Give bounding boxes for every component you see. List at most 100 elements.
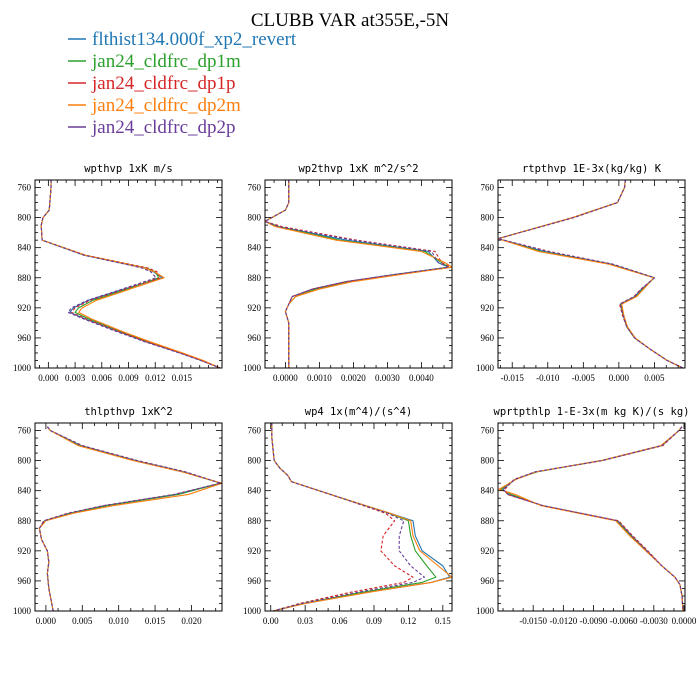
panel-title: wpthvp 1xK m/s — [84, 163, 173, 175]
series-line — [38, 426, 222, 611]
y-tick-label: 840 — [18, 243, 32, 253]
series-line — [38, 426, 222, 611]
plot-frame — [34, 422, 223, 612]
chart-panel: thlpthvp 1xK^2 760 800 840 880 920 960 1000 0.00… — [13, 406, 223, 626]
y-tick-label: 840 — [248, 243, 262, 253]
x-tick-label: 0.12 — [401, 616, 417, 626]
y-tick-label: 800 — [18, 213, 32, 223]
x-tick-label: -0.0150 — [519, 616, 547, 626]
legend-entry: jan24_cldfrc_dp1p — [91, 73, 236, 94]
legend-entry: jan24_cldfrc_dp2m — [91, 95, 241, 116]
y-tick-label: 920 — [481, 303, 495, 313]
series-line — [265, 180, 450, 368]
series-line — [40, 180, 221, 368]
y-tick-label: 920 — [248, 546, 262, 556]
x-tick-label: 0.006 — [92, 373, 113, 383]
series-line — [271, 423, 414, 611]
y-tick-label: 800 — [248, 456, 262, 466]
y-tick-label: 760 — [481, 426, 495, 436]
y-tick-label: 800 — [18, 456, 32, 466]
y-tick-label: 880 — [481, 516, 495, 526]
series-line — [38, 426, 222, 611]
series-line — [498, 180, 684, 368]
x-tick-label: 0.015 — [172, 373, 193, 383]
series-line — [502, 426, 684, 611]
series-line — [38, 426, 222, 611]
x-tick-label: 0.00 — [263, 616, 279, 626]
x-tick-label: -0.0030 — [640, 616, 668, 626]
y-tick-label: 760 — [248, 183, 262, 193]
figure-title: CLUBB VAR at355E,-5N — [251, 10, 450, 31]
chart-panel: wp2thvp 1xK m^2/s^2 760 800 840 880 920 960 100… — [243, 163, 453, 383]
x-tick-label: 0.0000 — [672, 616, 697, 626]
series-line — [265, 180, 452, 368]
x-tick-label: 0.0030 — [375, 373, 400, 383]
y-tick-label: 760 — [248, 426, 262, 436]
x-tick-label: -0.0090 — [580, 616, 608, 626]
x-tick-label: 0.000 — [609, 373, 630, 383]
y-tick-label: 840 — [481, 243, 495, 253]
y-tick-label: 840 — [18, 486, 32, 496]
panel-title: wprtpthlp 1-E-3x(m kg K)/(s kg) — [494, 406, 690, 418]
plot-frame — [264, 422, 453, 612]
x-tick-label: 0.020 — [181, 616, 202, 626]
x-tick-label: 0.000 — [36, 616, 57, 626]
x-tick-label: -0.010 — [536, 373, 560, 383]
x-tick-label: 0.0010 — [307, 373, 332, 383]
series-line — [40, 180, 221, 368]
legend-entry: jan24_cldfrc_dp1m — [91, 51, 241, 72]
y-tick-label: 760 — [481, 183, 495, 193]
y-tick-label: 880 — [248, 516, 262, 526]
y-tick-label: 960 — [481, 576, 495, 586]
series-line — [498, 180, 684, 368]
x-tick-label: 0.015 — [145, 616, 166, 626]
y-tick-label: 1000 — [13, 606, 32, 616]
panel-title: rtpthvp 1E-3x(kg/kg) K — [522, 163, 662, 175]
plot-frame — [497, 422, 686, 612]
y-tick-label: 840 — [248, 486, 262, 496]
legend-entry: jan24_cldfrc_dp2p — [91, 117, 236, 138]
y-tick-label: 880 — [481, 273, 495, 283]
y-tick-label: 880 — [18, 516, 32, 526]
y-tick-label: 960 — [481, 333, 495, 343]
plot-frame — [497, 179, 686, 369]
x-tick-label: 0.010 — [109, 616, 130, 626]
x-tick-label: 0.009 — [118, 373, 139, 383]
y-tick-label: 760 — [18, 183, 32, 193]
panel-title: wp4 1x(m^4)/(s^4) — [305, 406, 412, 418]
legend: flthist134.000f_xp2_revertjan24_cldfrc_d… — [68, 29, 297, 138]
y-tick-label: 920 — [481, 546, 495, 556]
chart-panel: wp4 1x(m^4)/(s^4)76080084088092096010000… — [243, 406, 453, 626]
series-line — [38, 426, 222, 611]
y-tick-label: 960 — [248, 576, 262, 586]
y-tick-label: 840 — [481, 486, 495, 496]
chart-panel: rtpthvp 1E-3x(kg/kg) K 760 800 840 880 920 960… — [476, 163, 686, 383]
y-tick-label: 920 — [18, 303, 32, 313]
x-tick-label: 0.15 — [435, 616, 451, 626]
x-tick-label: 0.012 — [145, 373, 165, 383]
y-tick-label: 800 — [481, 213, 495, 223]
x-tick-label: 0.005 — [644, 373, 665, 383]
x-tick-label: 0.06 — [332, 616, 348, 626]
chart-panel: wpthvp 1xK m/s 760 800 840 880 920 960 1000 0.00… — [13, 163, 223, 383]
y-tick-label: 960 — [248, 333, 262, 343]
panel-grid: wpthvp 1xK m/s76080084088092096010000.00… — [13, 163, 697, 626]
plot-frame — [34, 179, 223, 369]
x-tick-label: -0.0060 — [610, 616, 638, 626]
y-tick-label: 960 — [18, 333, 32, 343]
x-tick-label: -0.0120 — [549, 616, 577, 626]
x-tick-label: -0.015 — [501, 373, 525, 383]
x-tick-label: 0.0000 — [273, 373, 298, 383]
series-line — [498, 426, 684, 611]
y-tick-label: 1000 — [13, 363, 32, 373]
plot-frame — [264, 179, 453, 369]
x-tick-label: -0.005 — [572, 373, 596, 383]
y-tick-label: 960 — [18, 576, 32, 586]
y-tick-label: 1000 — [476, 606, 495, 616]
series-line — [40, 180, 221, 368]
y-tick-label: 1000 — [243, 363, 262, 373]
y-tick-label: 760 — [18, 426, 32, 436]
x-tick-label: 0.005 — [72, 616, 93, 626]
y-tick-label: 1000 — [243, 606, 262, 616]
